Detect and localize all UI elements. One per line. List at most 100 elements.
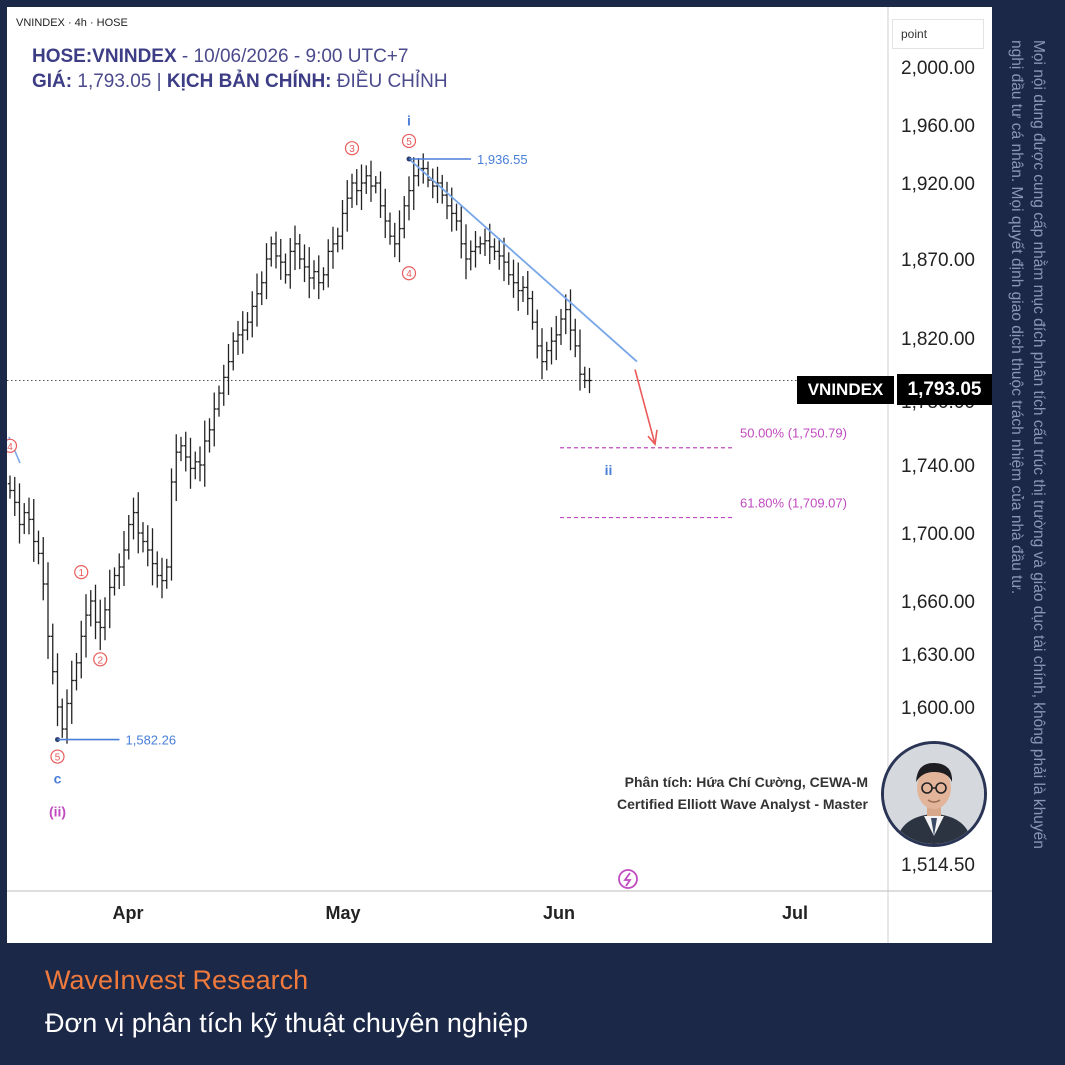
ohlc-bar (193, 451, 198, 480)
ohlc-bar (349, 173, 355, 208)
ohlc-bar (17, 483, 22, 544)
ohlc-bar (83, 594, 89, 658)
ohlc-bar (520, 276, 526, 302)
ohlc-bar (112, 567, 117, 596)
ohlc-bar (88, 590, 93, 627)
ohlc-bar (335, 227, 340, 253)
ohlc-bar (98, 599, 103, 651)
wave-label-circle (7, 438, 18, 453)
wave-label-circle (401, 266, 417, 281)
y-tick-label: 1,960.00 (901, 116, 975, 137)
ohlc-bar (326, 239, 331, 288)
ohlc-bar (321, 267, 326, 291)
ohlc-bar (373, 176, 378, 194)
symbol-price-tag: VNINDEX (797, 376, 894, 404)
wave-label: c (54, 771, 62, 787)
ohlc-bar (411, 157, 416, 211)
ohlc-bar (311, 260, 317, 290)
projection-arrowhead (647, 429, 658, 447)
ohlc-bar (145, 525, 150, 567)
ohlc-bar (402, 196, 407, 239)
ohlc-bar (126, 514, 131, 560)
analyst-avatar (881, 741, 987, 847)
ohlc-bar (421, 153, 426, 184)
ohlc-bar (7, 475, 13, 499)
ohlc-bar (501, 237, 507, 282)
avatar-illustration (884, 744, 984, 844)
price-value: 1,793.05 | (72, 71, 167, 92)
ohlc-bar (226, 343, 231, 396)
ohlc-bar (397, 210, 402, 263)
y-tick-label: 2,000.00 (901, 58, 975, 79)
watermark-logo (618, 869, 638, 889)
ohlc-bar (383, 188, 388, 239)
chart-subtitle: GIÁ: 1,793.05 | KỊCH BẢN CHÍNH: ĐIỀU CHỈ… (32, 71, 448, 93)
descending-trendline (408, 158, 638, 363)
ohlc-bar (107, 569, 112, 629)
x-tick-label: Jun (543, 903, 575, 923)
ohlc-bar (259, 271, 264, 306)
ohlc-bar (231, 332, 236, 371)
ohlc-bar (354, 169, 359, 206)
ohlc-bar (392, 222, 397, 258)
wave-label: (ii) (49, 804, 66, 820)
wave-label: ii (605, 462, 613, 478)
ohlc-bar (102, 597, 108, 641)
ohlc-bar (473, 231, 478, 268)
ohlc-bar (278, 238, 283, 280)
y-tick-label: 1,630.00 (901, 645, 975, 666)
ohlc-bar (530, 290, 535, 330)
price-annotation-label: 1,582.26 (126, 733, 177, 748)
ohlc-bar (378, 171, 383, 218)
ohlc-bar (55, 653, 60, 727)
ohlc-bar (288, 238, 293, 289)
ohlc-bar (159, 557, 165, 599)
last-price-tag: 1,793.05 (897, 374, 992, 405)
ohlc-bar (169, 468, 174, 581)
ohlc-bar (582, 366, 587, 389)
ohlc-bar (31, 499, 36, 562)
ohlc-bar (202, 420, 207, 487)
symbol-label: HOSE:VNINDEX (32, 46, 177, 67)
ohlc-bar (297, 234, 302, 270)
ohlc-bar (183, 431, 188, 472)
ohlc-bar (364, 165, 369, 194)
ohlc-bar (155, 551, 160, 588)
y-tick-label: 1,920.00 (901, 174, 975, 195)
ohlc-bar (60, 698, 65, 738)
ohlc-bar (568, 289, 573, 351)
brand-name: WaveInvest Research (45, 965, 309, 995)
ohlc-bar (221, 364, 226, 406)
ohlc-bar (45, 562, 51, 659)
wave-label-circle (401, 133, 417, 149)
ohlc-bar (330, 226, 336, 269)
wave-label: i (407, 113, 411, 129)
ohlc-bar (136, 492, 141, 554)
ohlc-bar (212, 392, 217, 447)
ohlc-bar (131, 497, 136, 540)
wave-label-circle (50, 749, 65, 764)
ohlc-bar (558, 308, 564, 345)
fib-level-label: 61.80% (1,709.07) (740, 496, 847, 511)
ohlc-bar (587, 367, 592, 394)
wave-label-circle (74, 564, 89, 580)
ohlc-bar (273, 231, 279, 269)
axis-unit-label[interactable]: point (892, 19, 984, 49)
ohlc-bar (26, 497, 32, 535)
ohlc-bar (93, 584, 98, 640)
disclaimer-line-1: Mọi nội dung được cung cấp nhằm mục đích… (1030, 40, 1047, 849)
chart-symbol-header: VNINDEX · 4h · HOSE (16, 17, 128, 29)
ohlc-bar (117, 553, 122, 590)
ohlc-bar (492, 238, 497, 260)
ohlc-bar (506, 252, 511, 285)
ohlc-bar (79, 620, 84, 679)
ohlc-bar (544, 341, 549, 371)
ohlc-bar (197, 446, 203, 482)
wave-label-circle (93, 652, 108, 667)
ohlc-bar (573, 318, 578, 358)
ohlc-bar (316, 255, 321, 300)
wave-label: 2 (97, 655, 103, 666)
wave-label: 5 (406, 137, 412, 148)
price-label: GIÁ: (32, 71, 73, 92)
y-tick-label: 1,820.00 (901, 329, 975, 350)
